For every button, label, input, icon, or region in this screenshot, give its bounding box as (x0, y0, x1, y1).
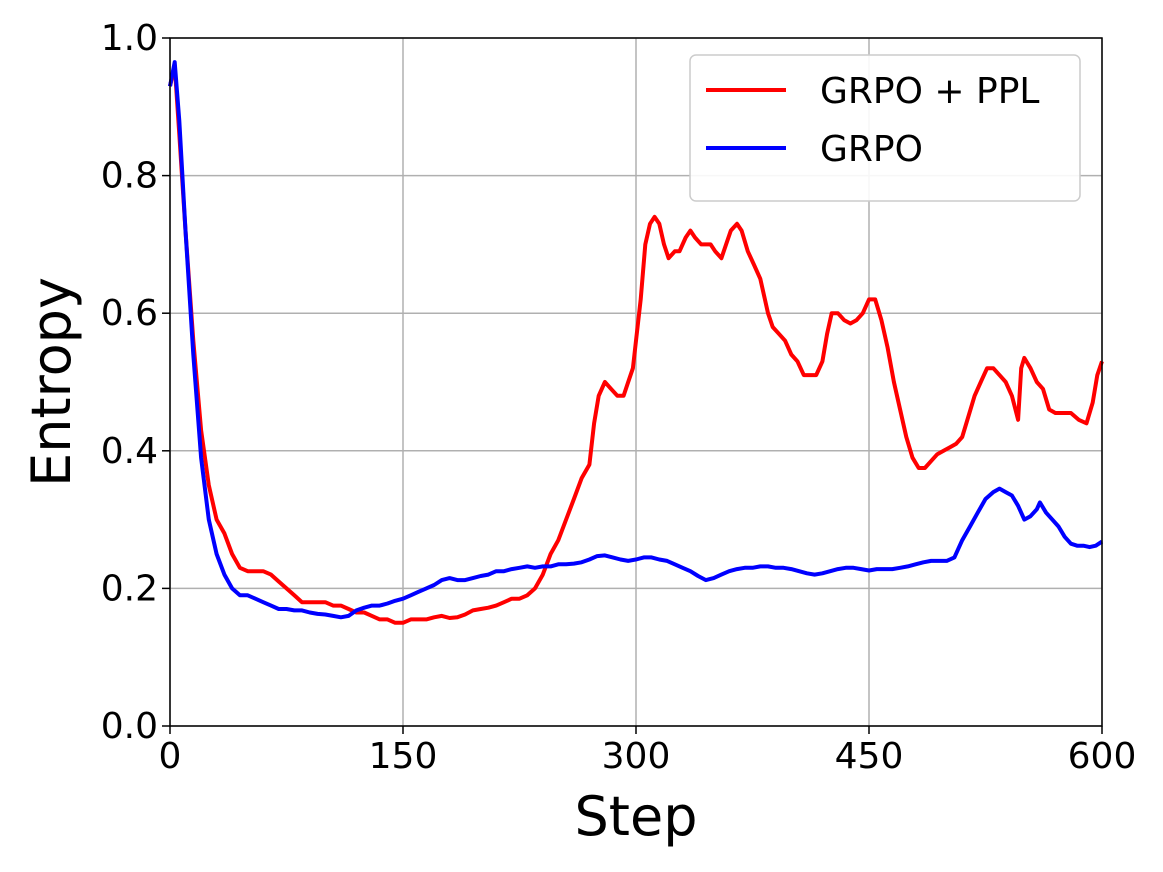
y-tick-label: 0.0 (101, 706, 158, 747)
y-tick-label: 0.4 (101, 431, 158, 472)
y-tick-label: 0.8 (101, 156, 158, 197)
y-axis-title: Entropy (20, 277, 83, 487)
axis-ticks: 0 150 300 450 600 0.0 0.2 0.4 0.6 0.8 1.0 (101, 18, 1137, 777)
y-tick-label: 0.2 (101, 568, 158, 609)
series-line (168, 63, 1104, 625)
x-tick-label: 300 (602, 736, 671, 777)
x-tick-label: 600 (1068, 736, 1137, 777)
x-tick-label: 150 (369, 736, 438, 777)
y-tick-label: 1.0 (101, 18, 158, 59)
legend-label: GRPO (820, 129, 923, 170)
legend-label: GRPO + PPL (820, 71, 1039, 112)
x-tick-label: 450 (835, 736, 904, 777)
legend-box (689, 54, 1081, 202)
x-tick-label: 0 (159, 736, 182, 777)
x-axis-title: Step (575, 785, 698, 848)
series-line (168, 60, 1104, 620)
series-lines (168, 60, 1104, 625)
y-tick-label: 0.6 (101, 293, 158, 334)
legend: GRPO + PPL GRPO (689, 54, 1081, 202)
